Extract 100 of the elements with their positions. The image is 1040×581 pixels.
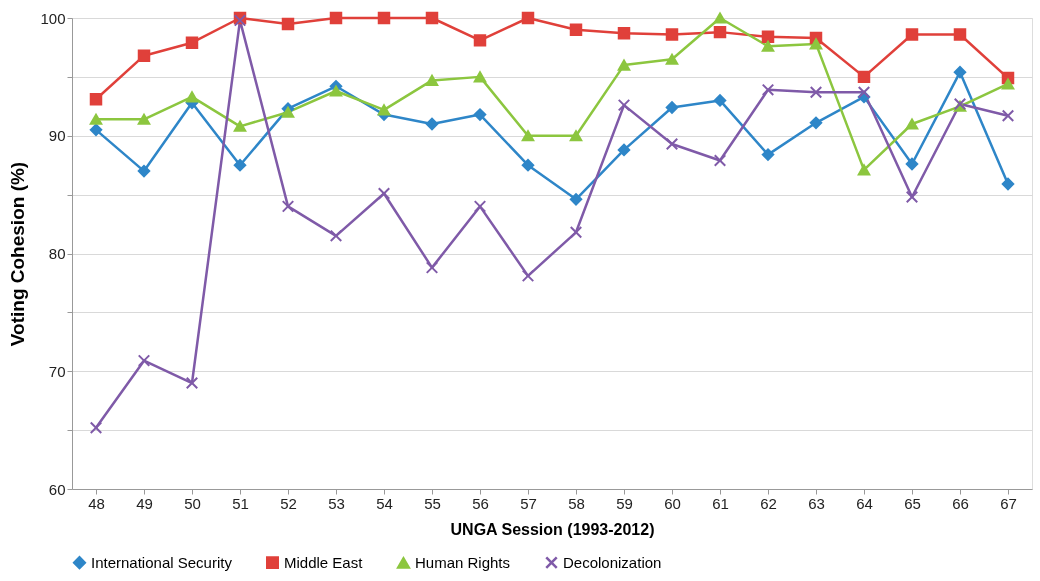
point (1001, 78, 1015, 90)
y-tick-label: 80 (48, 245, 66, 262)
point (665, 137, 679, 151)
point (137, 354, 151, 367)
point (89, 93, 103, 106)
point (617, 98, 631, 112)
point (665, 53, 679, 65)
point (425, 74, 439, 86)
x-tick-label: 63 (808, 494, 825, 512)
point (953, 65, 967, 79)
x-tick-label: 56 (472, 494, 489, 512)
x-tick-label: 52 (280, 494, 297, 512)
point (569, 130, 583, 142)
point (713, 12, 727, 24)
point (329, 85, 343, 97)
point (713, 154, 727, 167)
point (425, 11, 439, 25)
point (857, 164, 871, 176)
x-tick-label: 60 (664, 494, 681, 512)
point (953, 28, 967, 41)
x-tick-label: 53 (328, 494, 345, 512)
point (665, 28, 679, 41)
point (281, 200, 295, 213)
point (905, 157, 919, 171)
point (713, 94, 727, 107)
point (521, 269, 535, 283)
point (89, 123, 103, 137)
point (473, 71, 487, 83)
point (761, 30, 775, 44)
x-tick-label: 48 (88, 494, 105, 512)
point (761, 83, 775, 97)
point (617, 27, 631, 40)
x-tick-label: 65 (904, 494, 921, 512)
y-tick-label: 90 (48, 127, 66, 145)
point (1001, 109, 1015, 122)
legend-label: International Security (91, 553, 233, 571)
x-tick-label: 57 (520, 494, 537, 512)
point (569, 226, 583, 239)
point (809, 85, 823, 99)
point (425, 117, 439, 131)
x-tick-label: 64 (856, 494, 873, 512)
point (233, 158, 247, 172)
point (89, 421, 103, 435)
x-tick-label: 67 (1000, 494, 1017, 512)
point (473, 200, 487, 213)
point (377, 187, 391, 200)
x-tick-label: 66 (952, 494, 969, 512)
point (521, 158, 535, 172)
point (713, 25, 727, 39)
point (137, 113, 151, 125)
point (569, 193, 583, 206)
point (521, 11, 535, 25)
point (665, 101, 679, 114)
point (185, 376, 199, 390)
point (617, 143, 631, 157)
y-axis-title: Voting Cohesion (%) (7, 161, 29, 347)
point (521, 130, 535, 142)
y-tick-label: 70 (48, 362, 66, 380)
point (761, 40, 775, 52)
point (185, 91, 199, 103)
y-tick-label: 100 (40, 9, 66, 27)
point (809, 116, 823, 130)
point (377, 11, 391, 25)
x-tick-label: 61 (712, 494, 729, 512)
point (905, 190, 919, 204)
x-axis-title: UNGA Session (1993-2012) (450, 520, 655, 538)
point (905, 118, 919, 130)
point (185, 36, 199, 49)
legend-label: Middle East (284, 553, 364, 571)
point (329, 229, 343, 243)
x-tick-label: 58 (568, 494, 585, 512)
point (233, 120, 247, 132)
point (137, 164, 151, 178)
point (473, 34, 487, 47)
x-tick-label: 54 (376, 494, 393, 512)
point (857, 70, 871, 84)
y-tick-label: 60 (48, 480, 66, 498)
x-tick-label: 51 (232, 494, 249, 512)
point (857, 85, 871, 99)
point (473, 108, 487, 121)
point (1001, 177, 1015, 191)
x-tick-label: 59 (616, 494, 633, 512)
x-tick-label: 50 (184, 494, 201, 512)
legend-label: Decolonization (563, 553, 662, 571)
x-tick-label: 49 (136, 494, 153, 512)
point (137, 49, 151, 62)
point (377, 104, 391, 116)
point (329, 11, 343, 25)
point (809, 38, 823, 50)
point (89, 113, 103, 125)
point (905, 28, 919, 41)
point (569, 23, 583, 37)
point (281, 106, 295, 118)
x-tick-label: 55 (424, 494, 441, 512)
point (617, 59, 631, 71)
point (761, 148, 775, 161)
legend-label: Human Rights (415, 553, 511, 571)
point (281, 17, 295, 31)
point (425, 261, 439, 274)
x-tick-label: 62 (760, 494, 777, 512)
